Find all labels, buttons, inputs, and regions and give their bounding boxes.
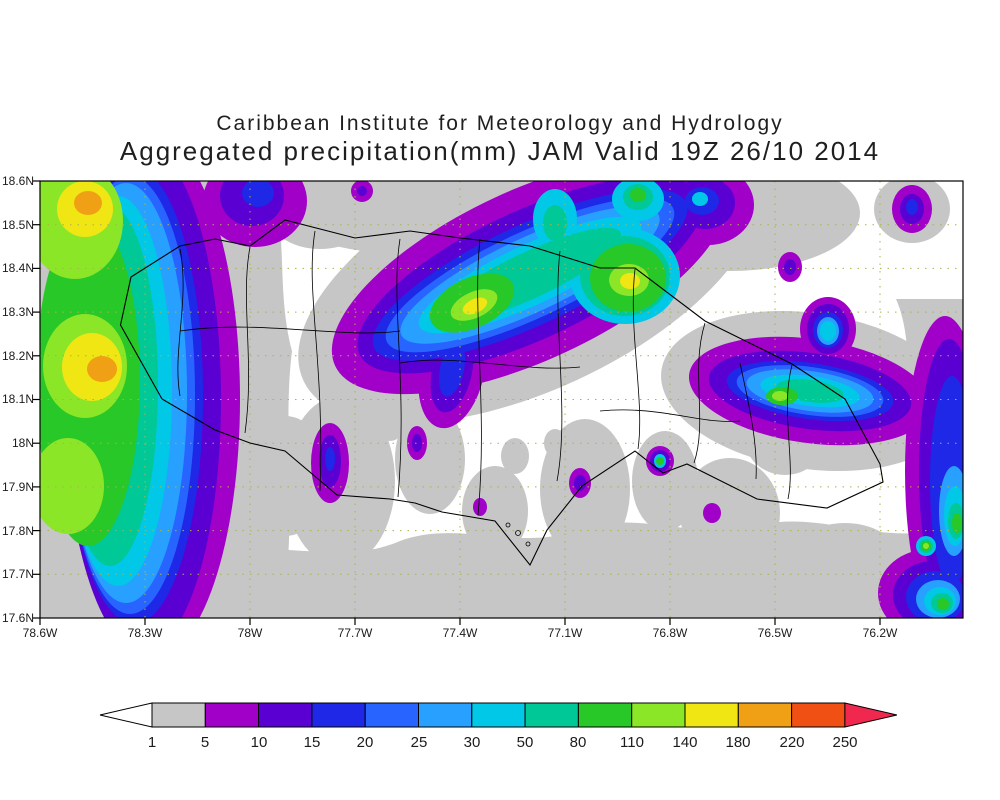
lat-tick-label: 17.8N [1,524,34,538]
colorbar-label: 50 [516,734,534,751]
lat-tick-label: 18.6N [1,174,34,188]
colorbar [99,702,898,728]
colorbar-label: 140 [672,734,698,751]
lon-tick-label: 77.4W [442,626,478,640]
parish-boundaries [177,230,793,516]
colorbar-label: 250 [832,734,858,751]
lon-tick-label: 78.6W [22,626,58,640]
colorbar-label: 1 [147,734,157,751]
colorbar-label: 25 [410,734,428,751]
lat-tick-label: 18.1N [1,392,34,406]
colorbar-label: 110 [620,734,644,751]
lon-tick-label: 77.7W [337,626,373,640]
contour-level-180 [74,191,117,382]
lon-tick-label: 76.2W [862,626,898,640]
figure-title: Aggregated precipitation(mm) JAM Valid 1… [119,136,881,166]
lat-tick-label: 18.2N [1,349,34,363]
colorbar-label: 5 [200,734,210,751]
colorbar-label: 20 [356,734,374,751]
lon-tick-label: 78.3W [127,626,163,640]
lat-tick-label: 17.7N [1,567,34,581]
offshore-cay [515,530,521,536]
lat-tick-label: 17.6N [1,611,34,625]
institute-title: Caribbean Institute for Meteorology and … [216,112,784,135]
colorbar-label: 30 [463,734,481,751]
precip-shaded-contours [40,181,963,618]
lon-tick-label: 76.5W [757,626,793,640]
lat-tick-label: 18.3N [1,305,34,319]
lon-tick-label: 78W [237,626,263,640]
offshore-cay [505,522,511,528]
axis-ticks [33,180,881,625]
lon-tick-label: 77.1W [547,626,583,640]
colorbar-label: 180 [725,734,751,751]
colorbar-label: 220 [779,734,805,751]
colorbar-label: 80 [569,734,587,751]
lat-tick-label: 18N [11,436,34,450]
lat-tick-label: 17.9N [1,480,34,494]
colorbar-label: 15 [303,734,321,751]
lat-lon-grid [40,181,963,618]
offshore-cay [525,541,531,547]
lat-tick-label: 18.5N [1,218,34,232]
lat-tick-label: 18.4N [1,261,34,275]
lon-tick-label: 76.8W [652,626,688,640]
jamaica-coastline [119,219,884,567]
colorbar-label: 10 [250,734,268,751]
